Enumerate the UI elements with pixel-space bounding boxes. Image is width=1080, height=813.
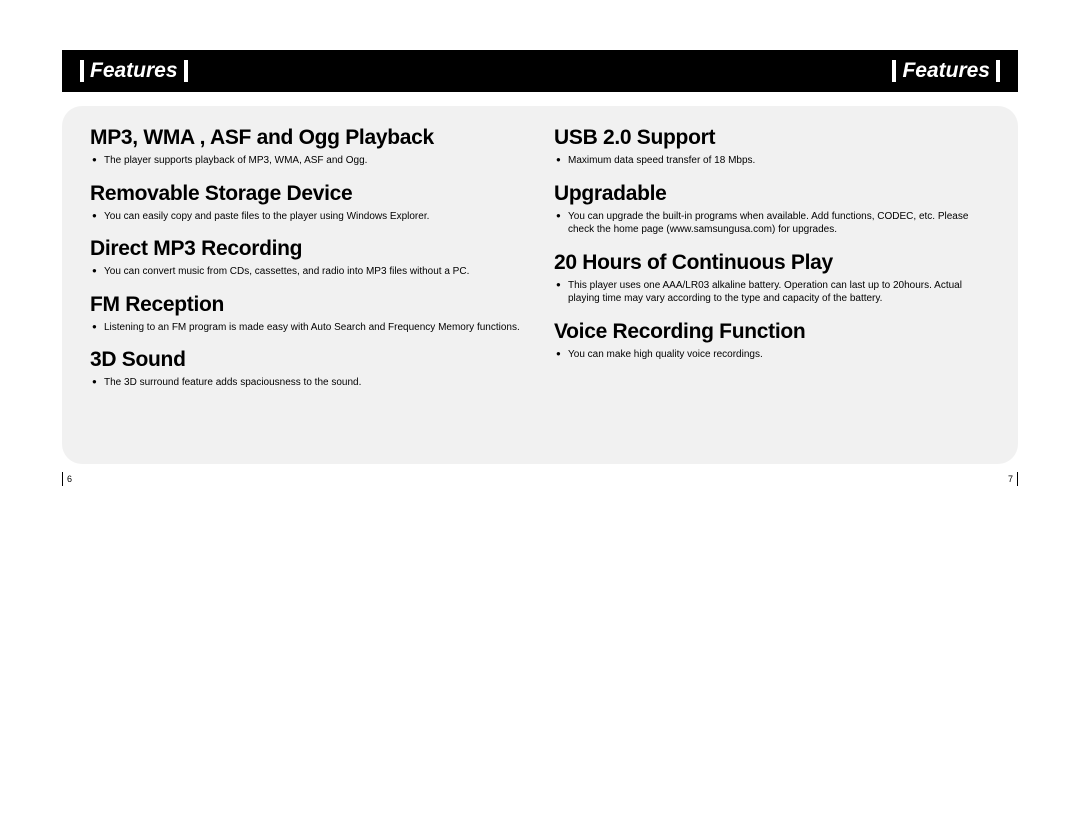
feature-desc: This player uses one AAA/LR03 alkaline b… xyxy=(554,279,990,306)
header-bar-icon xyxy=(80,60,84,82)
feature-desc: Listening to an FM program is made easy … xyxy=(90,321,526,335)
feature-block: FM Reception Listening to an FM program … xyxy=(90,293,526,335)
feature-title: USB 2.0 Support xyxy=(554,126,990,150)
header-bar-icon xyxy=(184,60,188,82)
page-spread: Features Features MP3, WMA , ASF and Ogg… xyxy=(0,50,1080,486)
page-number-left: 6 xyxy=(62,472,72,486)
page-number-right: 7 xyxy=(1008,472,1018,486)
feature-desc: You can make high quality voice recordin… xyxy=(554,348,990,362)
page-numbers: 6 7 xyxy=(62,472,1018,486)
right-column: USB 2.0 Support Maximum data speed trans… xyxy=(554,126,990,404)
feature-desc: The player supports playback of MP3, WMA… xyxy=(90,154,526,168)
feature-desc: You can easily copy and paste files to t… xyxy=(90,210,526,224)
feature-block: Voice Recording Function You can make hi… xyxy=(554,320,990,362)
feature-block: MP3, WMA , ASF and Ogg Playback The play… xyxy=(90,126,526,168)
page-tick-icon xyxy=(62,472,63,486)
feature-block: Upgradable You can upgrade the built-in … xyxy=(554,182,990,237)
page-tick-icon xyxy=(1017,472,1018,486)
feature-title: Direct MP3 Recording xyxy=(90,237,526,261)
left-column: MP3, WMA , ASF and Ogg Playback The play… xyxy=(90,126,526,404)
header-title-left-text: Features xyxy=(90,59,178,83)
page-number-left-value: 6 xyxy=(67,474,72,484)
feature-title: FM Reception xyxy=(90,293,526,317)
feature-desc: The 3D surround feature adds spaciousnes… xyxy=(90,376,526,390)
feature-title: Removable Storage Device xyxy=(90,182,526,206)
feature-block: 20 Hours of Continuous Play This player … xyxy=(554,251,990,306)
feature-title: MP3, WMA , ASF and Ogg Playback xyxy=(90,126,526,150)
feature-desc: You can convert music from CDs, cassette… xyxy=(90,265,526,279)
feature-title: Voice Recording Function xyxy=(554,320,990,344)
features-content: MP3, WMA , ASF and Ogg Playback The play… xyxy=(62,106,1018,464)
feature-block: Removable Storage Device You can easily … xyxy=(90,182,526,224)
feature-desc: Maximum data speed transfer of 18 Mbps. xyxy=(554,154,990,168)
feature-desc: You can upgrade the built-in programs wh… xyxy=(554,210,990,237)
header-title-right-text: Features xyxy=(902,59,990,83)
feature-title: Upgradable xyxy=(554,182,990,206)
feature-title: 20 Hours of Continuous Play xyxy=(554,251,990,275)
header-title-left: Features xyxy=(80,59,188,83)
feature-block: 3D Sound The 3D surround feature adds sp… xyxy=(90,348,526,390)
header-bar-icon xyxy=(996,60,1000,82)
page-number-right-value: 7 xyxy=(1008,474,1013,484)
feature-block: Direct MP3 Recording You can convert mus… xyxy=(90,237,526,279)
feature-block: USB 2.0 Support Maximum data speed trans… xyxy=(554,126,990,168)
feature-title: 3D Sound xyxy=(90,348,526,372)
header-bar-icon xyxy=(892,60,896,82)
header-title-right: Features xyxy=(892,59,1000,83)
header-bar: Features Features xyxy=(62,50,1018,92)
